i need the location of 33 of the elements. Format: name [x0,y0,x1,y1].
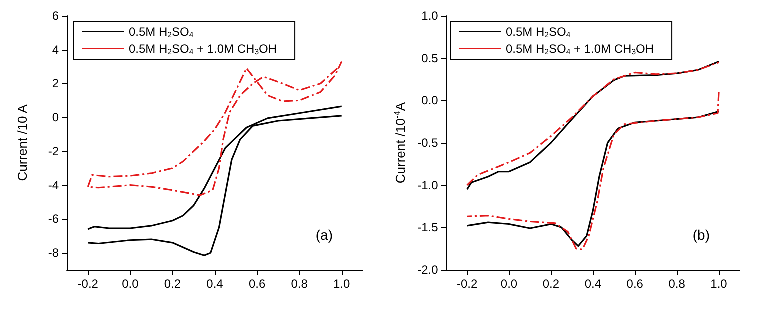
x-tick-label: 0.0 [500,277,518,291]
y-tick-label: 4 [52,42,60,57]
y-tick-label: 0.0 [422,94,439,108]
y-tick-label: 6 [52,9,60,23]
y-tick-label: 2 [52,76,60,91]
y-axis-title: Current /10-4A [392,102,408,184]
y-tick-label: -0.5 [418,136,439,150]
x-tick-label: 0.2 [542,277,560,291]
y-tick-label: -2 [48,144,60,158]
x-tick-label: 0.4 [206,277,224,291]
annotation: (a) [316,227,334,243]
y-axis-title: Current /10 A [15,104,30,182]
x-tick-label: 0.2 [164,277,182,291]
x-tick-label: 1.0 [710,277,728,291]
y-tick-label: 0 [52,110,60,125]
y-tick-label: -8 [48,246,60,260]
x-tick-label: 0.4 [584,277,602,291]
y-tick-label: -1.5 [418,220,439,235]
x-tick-label: 0.6 [248,277,266,291]
x-tick-label: 0.0 [122,277,140,291]
x-tick-label: -0.2 [456,277,478,291]
y-tick-label: -2.0 [418,263,439,277]
annotation: (b) [692,227,710,243]
y-tick-label: 1.0 [422,9,439,23]
y-tick-label: -4 [48,178,60,192]
x-tick-label: 1.0 [334,277,351,291]
x-tick-label: 0.6 [626,277,644,291]
y-tick-label: -1.0 [418,178,439,192]
x-tick-label: 0.8 [668,277,686,291]
x-tick-label: -0.2 [78,277,99,291]
y-tick-label: -6 [48,212,60,226]
x-tick-label: 0.8 [291,277,308,291]
y-tick-label: 0.5 [422,51,439,66]
